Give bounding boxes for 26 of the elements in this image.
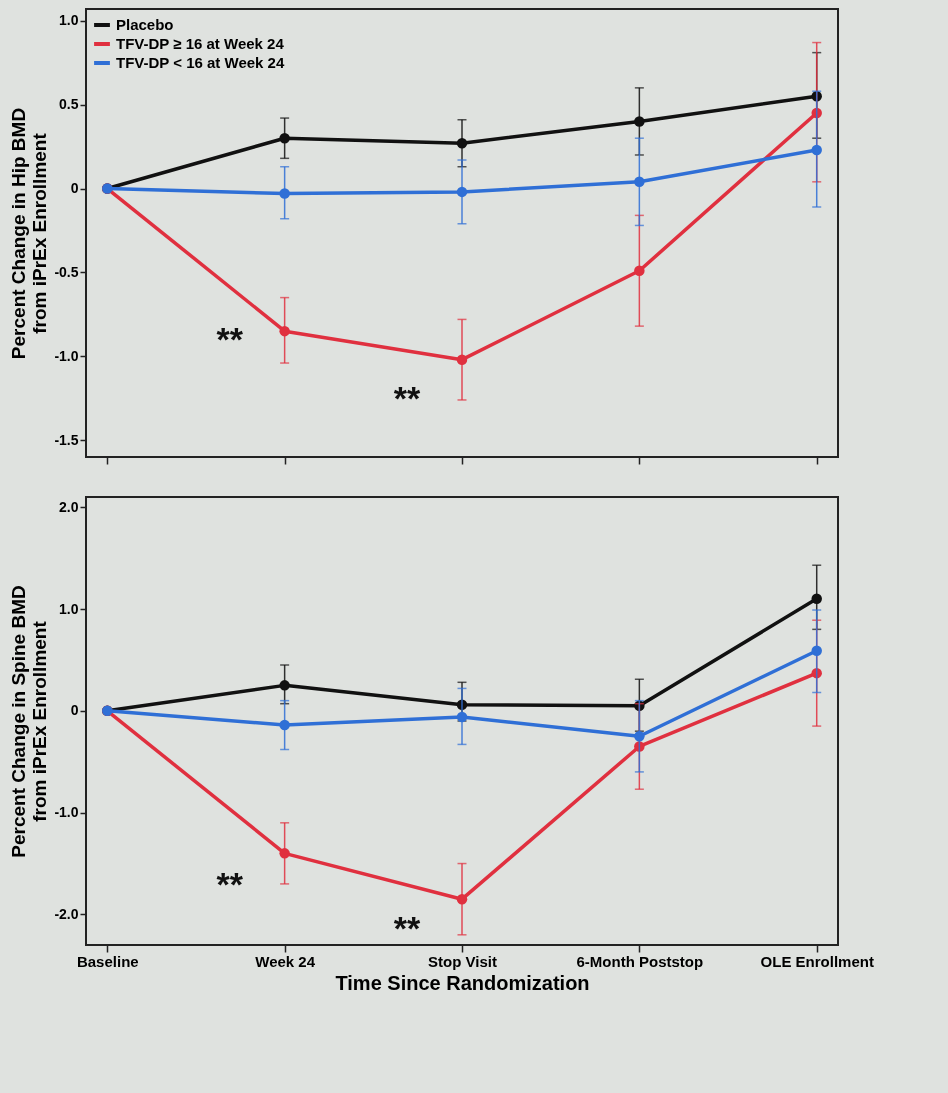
x-tick-label: OLE Enrollment <box>760 952 874 970</box>
x-axis-title: Time Since Randomization <box>335 971 590 994</box>
x-tick-label: 6-Month Poststop <box>576 952 704 970</box>
y-tick-label: -1.0 <box>54 347 79 364</box>
y-tick-label: 0 <box>70 702 79 719</box>
legend-label: TFV-DP < 16 at Week 24 <box>116 54 285 71</box>
x-tick-label: Baseline <box>76 952 139 970</box>
y-tick-label: 1.0 <box>59 12 79 29</box>
y-tick-label: -0.5 <box>54 263 79 280</box>
x-tick-label: Week 24 <box>255 952 316 970</box>
y-axis-title: Percent Change in Hip BMD from iPrEx Enrollment <box>8 107 51 360</box>
y-tick-label: -1.0 <box>54 804 79 821</box>
y-tick-label: 0 <box>70 180 79 197</box>
annotation: ** <box>216 864 244 903</box>
legend-label: TFV-DP ≥ 16 at Week 24 <box>116 35 285 52</box>
y-tick-label: -2.0 <box>54 905 79 922</box>
y-tick-label: 0.5 <box>59 96 79 113</box>
annotation: ** <box>216 320 244 359</box>
legend-label: Placebo <box>116 16 174 33</box>
annotation: ** <box>393 908 421 947</box>
annotation: ** <box>393 378 421 417</box>
y-tick-label: 1.0 <box>59 600 79 617</box>
x-tick-label: Stop Visit <box>428 952 497 970</box>
y-axis-title: Percent Change in Spine BMD from iPrEx Enrollment <box>8 585 51 858</box>
y-tick-label: -1.5 <box>54 431 79 448</box>
y-tick-label: 2.0 <box>59 498 79 515</box>
